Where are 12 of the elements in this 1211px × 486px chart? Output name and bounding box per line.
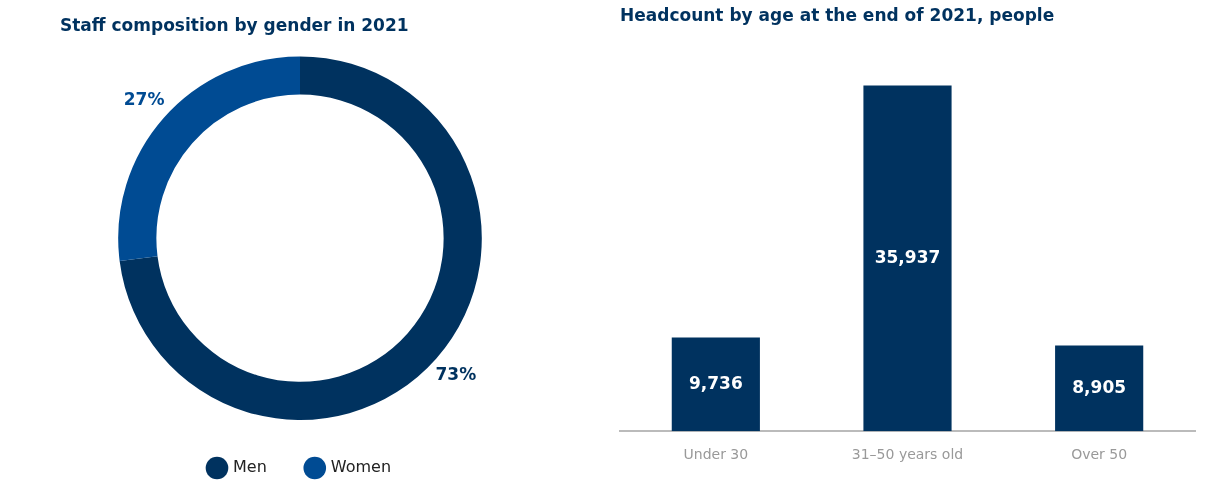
chart-title: Staff composition by gender in 2021	[60, 14, 409, 35]
data-label: 27%	[123, 89, 165, 110]
data-label: 35,937	[874, 246, 941, 267]
x-tick-label: Over 50	[1071, 446, 1128, 463]
chart-title: Headcount by age at the end of 2021, people	[620, 4, 1055, 25]
x-tick-label: 31–50 years old	[851, 446, 964, 463]
legend-label: Women	[330, 457, 392, 477]
data-label: 9,736	[688, 372, 743, 393]
data-label: 8,905	[1072, 376, 1127, 397]
x-tick-label: Under 30	[683, 446, 749, 463]
data-label: 73%	[435, 364, 477, 385]
legend-label: Men	[232, 457, 267, 477]
